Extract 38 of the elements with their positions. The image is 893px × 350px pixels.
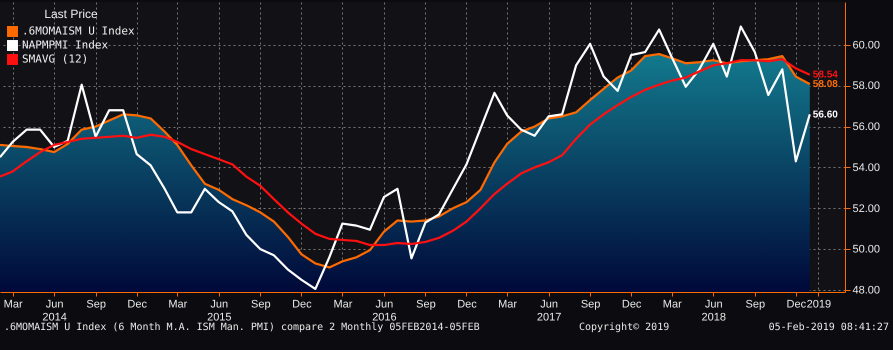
y-tick-label: 48.00 — [852, 284, 880, 296]
x-tick-label: Dec — [127, 298, 148, 310]
x-tick-label: Sep — [745, 298, 766, 310]
x-tick-label: Jun 2018 — [702, 298, 726, 324]
legend-label: SMAVG (12) — [22, 52, 88, 66]
x-tick-label: Jun 2015 — [207, 298, 232, 324]
legend-label: .6MOMAISM U Index — [22, 24, 135, 38]
data-label: 58.54 — [812, 70, 838, 81]
x-tick-label: Mar — [4, 298, 23, 310]
y-tick-label: 50.00 — [852, 244, 880, 256]
x-tick-label: Jun 2016 — [372, 298, 397, 324]
text: 05-Feb-2019 08:41:27 — [768, 322, 889, 333]
x-tick-label: Mar — [333, 298, 353, 310]
x-tick-label: 2019 — [806, 298, 832, 310]
x-tick-label: Dec — [622, 298, 642, 310]
x-tick-label: Sep — [580, 298, 600, 310]
x-tick-label: Jun 2017 — [536, 298, 562, 324]
text: Copyright© 2019 — [578, 322, 670, 333]
y-tick-label: 56.00 — [852, 121, 880, 134]
data-label: 58.08 — [812, 79, 838, 90]
y-tick-label: 60.00 — [852, 39, 880, 52]
y-tick-label: 54.00 — [852, 162, 880, 174]
x-tick-label: Mar — [498, 298, 518, 310]
x-tick-label: Mar — [662, 298, 682, 310]
x-tick-label: Dec — [457, 298, 478, 310]
legend-title: Last Price — [44, 7, 98, 21]
data-label: 56.60 — [812, 109, 838, 120]
y-tick-label: 52.00 — [852, 202, 880, 215]
x-tick-label: Jun 2014 — [42, 298, 67, 324]
x-tick-label: Sep — [86, 298, 106, 310]
y-tick-label: 58.00 — [852, 80, 880, 92]
x-tick-label: Sep — [251, 298, 271, 310]
x-tick-label: Mar — [168, 298, 188, 310]
x-tick-label: Dec — [292, 298, 312, 310]
text: .6MOMAISM U Index (6 Month M.A. ISM Man. PMI) compare 2 Monthly 05FEB2014-05FEB — [4, 322, 480, 333]
legend-label: NAPMPMI Index — [22, 38, 108, 52]
x-tick-label: Sep — [416, 298, 436, 310]
x-tick-label: Dec — [786, 298, 807, 310]
